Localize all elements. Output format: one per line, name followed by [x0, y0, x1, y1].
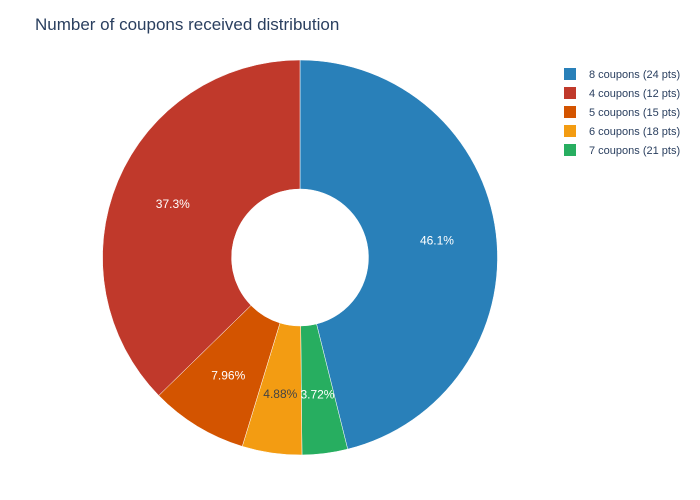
legend-label: 4 coupons (12 pts)	[589, 88, 680, 100]
legend-item[interactable]: 5 coupons (15 pts)	[564, 106, 680, 119]
slice-label: 3.72%	[300, 387, 334, 401]
legend-label: 6 coupons (18 pts)	[589, 126, 680, 138]
legend-swatch	[564, 106, 576, 118]
slice-labels: 46.1% 3.72%4.88% 7.96% 37.3%	[156, 197, 455, 401]
slices	[102, 59, 498, 456]
legend-swatch	[564, 125, 576, 137]
slice-label: 46.1%	[420, 234, 454, 248]
chart-title: Number of coupons received distribution	[35, 15, 339, 34]
legend-swatch	[564, 144, 576, 156]
slice-label: 7.96%	[211, 368, 245, 382]
slice-label: 37.3%	[156, 197, 190, 211]
pie-slice[interactable]	[299, 59, 498, 450]
legend-item[interactable]: 8 coupons (24 pts)	[564, 68, 680, 81]
legend-item[interactable]: 6 coupons (18 pts)	[564, 125, 680, 138]
legend-swatch	[564, 68, 576, 80]
legend-label: 7 coupons (21 pts)	[589, 145, 680, 157]
legend: 8 coupons (24 pts) 4 coupons (12 pts) 5 co…	[564, 68, 680, 157]
legend-swatch	[564, 87, 576, 99]
legend-item[interactable]: 7 coupons (21 pts)	[564, 144, 680, 157]
legend-label: 5 coupons (15 pts)	[589, 107, 680, 119]
legend-item[interactable]: 4 coupons (12 pts)	[564, 87, 680, 100]
slice-label: 4.88%	[263, 387, 297, 401]
pie-slice[interactable]	[102, 59, 301, 396]
legend-label: 8 coupons (24 pts)	[589, 69, 680, 81]
